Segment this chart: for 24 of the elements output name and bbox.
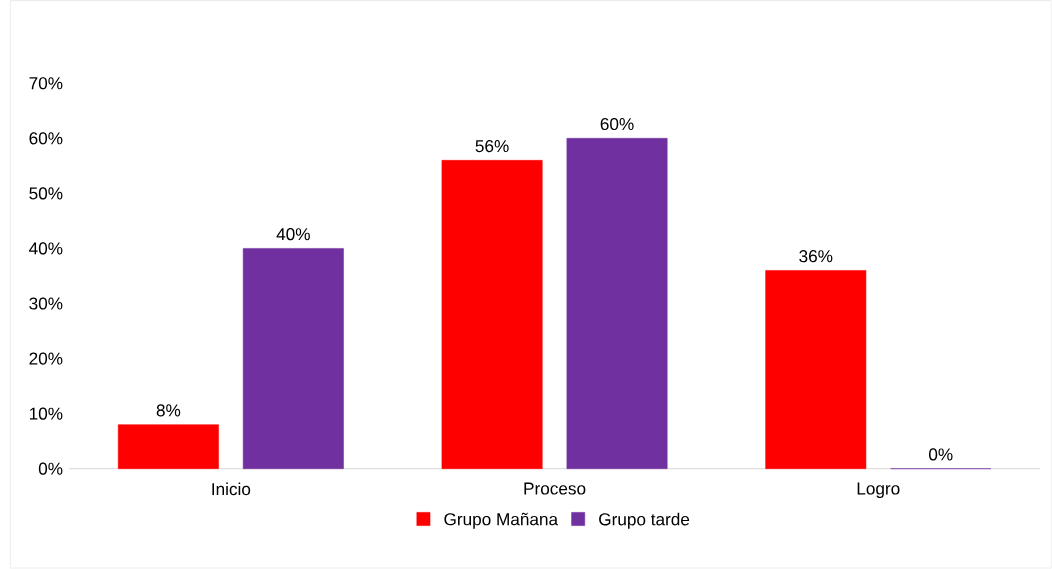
data-label: 36% xyxy=(799,250,833,263)
bar xyxy=(242,248,344,470)
bar xyxy=(441,160,543,470)
y-tick-label: 70% xyxy=(29,77,63,90)
y-tick-label: 40% xyxy=(29,242,63,255)
bar xyxy=(117,424,219,470)
y-tick-label: 20% xyxy=(29,352,63,365)
y-tick-label: 50% xyxy=(29,187,63,200)
bar xyxy=(765,270,867,470)
y-tick-label: 0% xyxy=(38,462,63,475)
y-tick-label: 60% xyxy=(29,132,63,145)
x-tick-label: Logro xyxy=(857,482,900,499)
data-label: 0% xyxy=(928,448,953,461)
y-tick-label: 30% xyxy=(29,297,63,310)
bar xyxy=(566,138,668,470)
data-label: 60% xyxy=(600,118,634,131)
legend-label: Grupo Mañana xyxy=(444,512,559,529)
x-tick-label: Proceso xyxy=(524,482,586,495)
data-label: 40% xyxy=(276,228,310,241)
legend-label: Grupo tarde xyxy=(599,512,690,529)
y-tick-label: 10% xyxy=(29,407,63,420)
data-label: 8% xyxy=(156,404,181,417)
x-tick-label: Inicio xyxy=(212,482,251,496)
data-label: 56% xyxy=(475,140,509,153)
